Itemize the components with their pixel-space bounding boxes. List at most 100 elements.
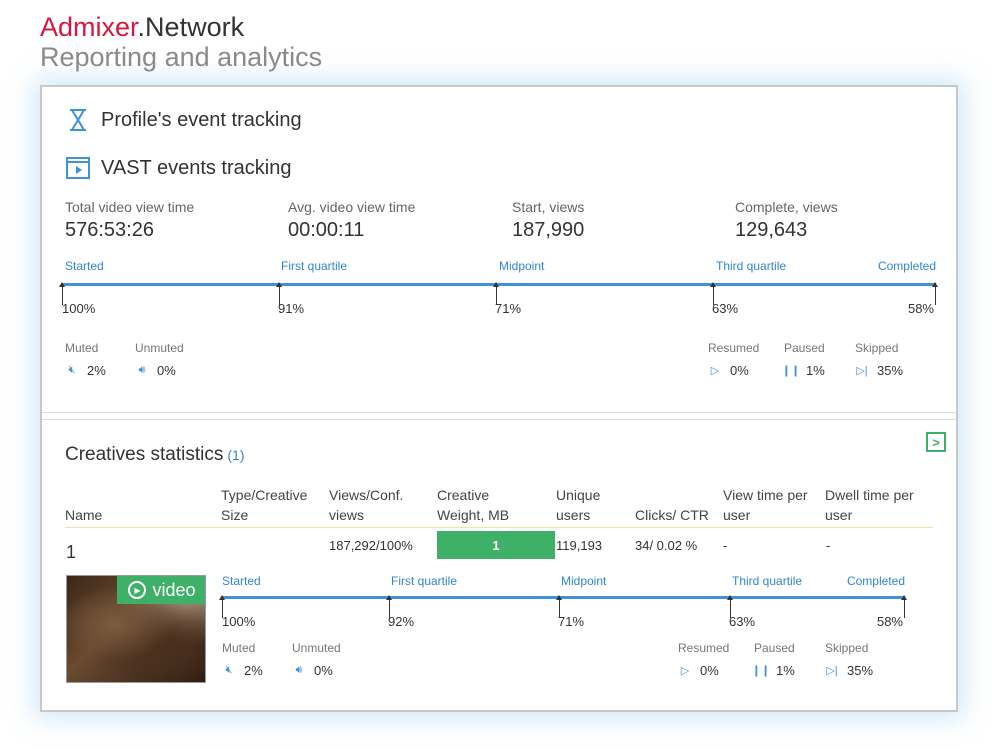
video-player-icon xyxy=(65,155,91,181)
section-divider xyxy=(42,412,956,413)
play-circle-icon: ▶ xyxy=(128,581,147,599)
tick-marker xyxy=(710,282,716,305)
tick-marker xyxy=(932,282,938,305)
table-header-underline xyxy=(65,527,933,528)
col-header-clicks-ctr[interactable]: Clicks/ CTR xyxy=(635,507,709,523)
stage-percent-started: 100% xyxy=(222,614,256,629)
skipped-label: Skipped xyxy=(855,341,899,355)
stage-label-completed: Completed xyxy=(877,259,936,273)
brand-name-accent: Admixer xyxy=(40,12,138,42)
stat-complete-views: Complete, views 129,643 xyxy=(735,199,838,242)
report-card: Profile's event tracking VAST events tra… xyxy=(40,85,958,712)
resumed-label: Resumed xyxy=(708,341,760,355)
creatives-title-label: Creatives statistics xyxy=(65,444,224,465)
unmuted-value: 0% xyxy=(314,663,333,678)
col-header-views[interactable]: Views/Conf. views xyxy=(329,487,404,523)
creative-resumed-stat: Resumed ▷ 0% xyxy=(678,641,729,678)
stage-percent-third-quartile: 63% xyxy=(712,301,739,316)
hourglass-icon xyxy=(65,107,91,133)
skip-icon: ▷| xyxy=(856,365,868,377)
speaker-icon: 🔊︎ xyxy=(295,664,303,676)
creative-muted-stat: Muted 🔇︎ 2% xyxy=(222,641,263,678)
creative-skipped-stat: Skipped ▷| 35% xyxy=(825,641,873,678)
stat-total-view-time: Total video view time 576:53:26 xyxy=(65,199,194,242)
stat-value: 187,990 xyxy=(512,219,585,241)
col-header-weight[interactable]: Creative Weight, MB xyxy=(437,487,510,523)
stat-value: 00:00:11 xyxy=(288,219,365,241)
stage-percent-third-quartile: 63% xyxy=(729,614,756,629)
tick-marker xyxy=(219,595,225,618)
creative-clicks-ctr: 34/ 0.02 % xyxy=(635,538,698,553)
stage-label-started: Started xyxy=(65,259,104,273)
tick-marker xyxy=(493,282,499,305)
stage-percent-first-quartile: 91% xyxy=(278,301,305,316)
progress-bar xyxy=(62,283,936,286)
section-divider xyxy=(42,419,956,420)
pause-icon: ❙❙ xyxy=(751,665,771,677)
creative-dwell-time: - xyxy=(826,538,831,553)
brand-name: Admixer.Network xyxy=(40,12,322,42)
creative-weight-bar: 1 xyxy=(437,531,555,559)
tick-marker xyxy=(276,282,282,305)
stage-label-started: Started xyxy=(222,574,261,588)
col-header-view-time[interactable]: View time per user xyxy=(723,487,808,523)
stage-label-completed: Completed xyxy=(846,574,905,588)
creative-thumbnail[interactable]: ▶ video xyxy=(66,575,206,683)
creative-paused-stat: Paused ❙❙ 1% xyxy=(751,641,795,678)
chevron-right-icon: > xyxy=(932,434,940,450)
muted-label: Muted xyxy=(65,341,99,355)
muted-speaker-icon: 🔇︎ xyxy=(68,364,76,376)
unmuted-label: Unmuted xyxy=(292,641,341,655)
unmuted-label: Unmuted xyxy=(135,341,184,355)
progress-bar xyxy=(222,596,905,599)
brand-subtitle: Reporting and analytics xyxy=(40,42,323,72)
main-skipped-stat: Skipped ▷| 35% xyxy=(855,341,903,378)
col-header-dwell-time[interactable]: Dwell time per user xyxy=(825,487,914,523)
stage-label-third-quartile: Third quartile xyxy=(732,574,803,588)
muted-value: 2% xyxy=(87,363,106,378)
stage-percent-completed: 58% xyxy=(876,614,903,629)
expand-button[interactable]: > xyxy=(926,432,946,452)
video-badge-label: video xyxy=(152,579,196,600)
stage-label-third-quartile: Third quartile xyxy=(716,259,787,273)
skipped-value: 35% xyxy=(847,663,874,678)
stat-label: Total video view time xyxy=(65,199,195,215)
col-header-name[interactable]: Name xyxy=(65,507,103,523)
vast-tracking-label: VAST events tracking xyxy=(101,156,292,179)
stage-percent-completed: 58% xyxy=(907,301,934,316)
col-header-type-size[interactable]: Type/Creative Size xyxy=(221,487,308,523)
tick-marker xyxy=(556,595,562,618)
stat-label: Start, views xyxy=(512,199,585,215)
pause-icon: ❙❙ xyxy=(781,365,801,377)
skipped-label: Skipped xyxy=(825,641,869,655)
tick-marker xyxy=(727,595,733,618)
stage-percent-midpoint: 71% xyxy=(495,301,522,316)
play-icon: ▷ xyxy=(680,665,690,677)
profile-tracking-title: Profile's event tracking xyxy=(65,107,302,133)
paused-value: 1% xyxy=(806,363,825,378)
creatives-title: Creatives statistics (1) xyxy=(65,444,245,466)
stat-label: Complete, views xyxy=(735,199,838,215)
unmuted-value: 0% xyxy=(157,363,176,378)
stage-percent-started: 100% xyxy=(62,301,96,316)
resumed-value: 0% xyxy=(730,363,749,378)
creative-unique-users: 119,193 xyxy=(556,538,603,553)
brand-name-rest: .Network xyxy=(137,12,245,42)
paused-label: Paused xyxy=(754,641,795,655)
creatives-count[interactable]: (1) xyxy=(227,447,245,463)
speaker-icon: 🔊︎ xyxy=(138,364,146,376)
stage-label-first-quartile: First quartile xyxy=(281,259,348,273)
stat-label: Avg. video view time xyxy=(288,199,416,215)
creative-views: 187,292/100% xyxy=(329,538,413,553)
creative-weight-value: 1 xyxy=(492,537,500,553)
tick-marker xyxy=(386,595,392,618)
skip-icon: ▷| xyxy=(826,665,838,677)
paused-value: 1% xyxy=(776,663,795,678)
paused-label: Paused xyxy=(784,341,825,355)
stage-percent-first-quartile: 92% xyxy=(388,614,415,629)
muted-value: 2% xyxy=(244,663,263,678)
col-header-unique-users[interactable]: Unique users xyxy=(556,487,601,523)
resumed-value: 0% xyxy=(700,663,719,678)
creative-name[interactable]: 1 xyxy=(66,542,77,562)
play-icon: ▷ xyxy=(710,365,720,377)
